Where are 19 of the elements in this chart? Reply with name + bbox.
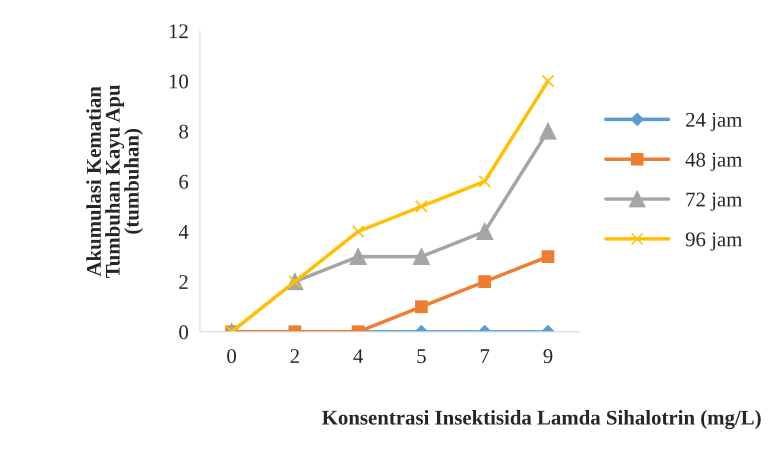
y-tick-label: 10	[170, 74, 188, 88]
y-tick-label: 0	[179, 325, 188, 340]
x-tick-label: 9	[543, 349, 552, 364]
legend-label: 96 jam	[686, 232, 742, 251]
x-tick-label: 7	[480, 349, 490, 363]
legend-label: 24 jam	[686, 112, 742, 132]
y-tick-label: 12	[170, 24, 188, 38]
x-tick-label: 4	[353, 349, 364, 363]
y-tick-label: 4	[178, 225, 189, 239]
y-tick-label: 6	[179, 174, 188, 189]
x-tick-label: 5	[417, 349, 426, 364]
y-tick-label: 2	[179, 275, 188, 289]
y-axis-title: Akumulasi Kematian Tumbuhan Kayu Apu (tumbuhan)	[86, 84, 143, 278]
x-tick-label: 0	[227, 349, 236, 364]
x-tick-label: 2	[290, 349, 299, 363]
y-tick-label: 8	[179, 124, 188, 139]
legend-label: 48 jam	[686, 152, 742, 171]
legend-label: 72 jam	[686, 192, 742, 211]
x-axis-title: Konsentrasi Insektisida Lamda Sihalotrin (mg/L)	[322, 410, 761, 430]
